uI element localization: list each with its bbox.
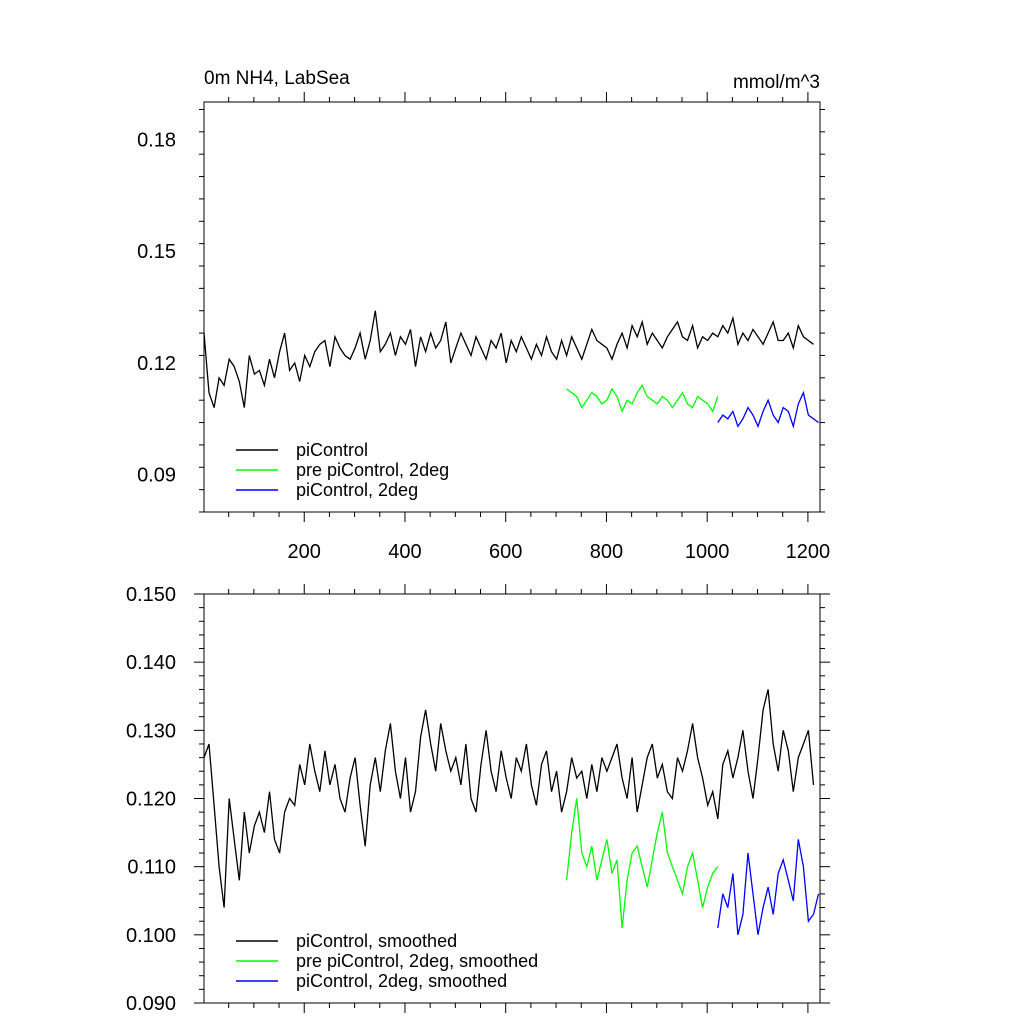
- top-panel: 200 400 600 800 1000 1200 0.09 0.12 0.15 0.18 piCo…: [137, 92, 830, 563]
- y-tick-label: 0.140: [126, 652, 176, 674]
- series-line-1: [203, 310, 814, 408]
- y-tick-label: 0.100: [126, 925, 176, 947]
- series-line-1: [203, 689, 815, 908]
- y-tick-label: 0.120: [126, 789, 176, 811]
- units-label: mmol/m^3: [733, 72, 820, 93]
- legend-label: piControl, 2deg: [296, 480, 418, 500]
- y-tick-label: 0.18: [137, 129, 176, 151]
- series-line-2: [565, 798, 719, 929]
- chart-title: 0m NH4, LabSea: [204, 68, 350, 89]
- x-tick-label: 200: [288, 541, 321, 563]
- x-tick-label: 1200: [786, 541, 831, 563]
- series-line-3: [717, 839, 820, 935]
- y-tick-label: 0.150: [126, 584, 176, 606]
- plot-frame: [203, 101, 821, 513]
- legend-label: piControl: [296, 440, 368, 460]
- legend-label: piControl, 2deg, smoothed: [296, 971, 507, 991]
- x-tick-label: 400: [388, 541, 421, 563]
- y-tick-label: 0.12: [137, 353, 176, 375]
- legend-label: pre piControl, 2deg, smoothed: [296, 951, 538, 971]
- legend-label: pre piControl, 2deg: [296, 460, 449, 480]
- y-tick-label: 0.130: [126, 720, 176, 742]
- x-tick-label: 1000: [685, 541, 730, 563]
- y-tick-label: 0.110: [127, 857, 176, 879]
- y-tick-label: 0.15: [137, 241, 176, 263]
- series-line-3: [717, 390, 819, 429]
- x-tick-label: 800: [590, 541, 623, 563]
- x-tick-label: 600: [489, 541, 522, 563]
- bottom-panel: 0.090 0.100 0.110 0.120 0.130 0.140 0.150 piCon…: [126, 584, 830, 1015]
- legend-label: piControl, smoothed: [296, 931, 457, 951]
- y-tick-label: 0.09: [137, 465, 176, 487]
- series-line-2: [566, 383, 719, 414]
- y-tick-label: 0.090: [126, 993, 176, 1015]
